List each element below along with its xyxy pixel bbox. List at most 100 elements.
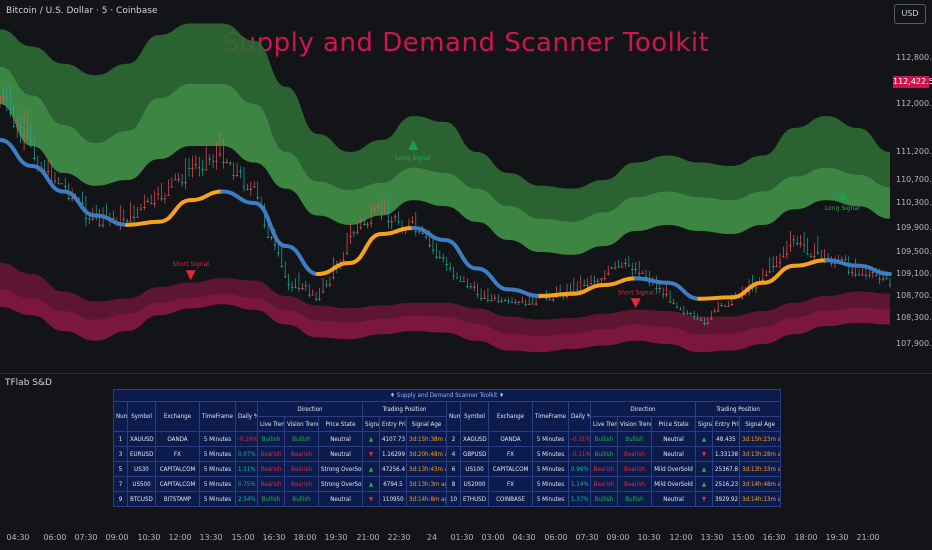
row-vision-trend: Bearish bbox=[617, 476, 652, 492]
candle-body bbox=[868, 274, 871, 276]
row-price-state: Strong OverSold bbox=[318, 461, 363, 477]
row-signal-age: 3d:13h:3m ago bbox=[406, 476, 447, 492]
candle-body bbox=[716, 310, 720, 312]
pane-divider[interactable] bbox=[0, 373, 932, 374]
candle-body bbox=[70, 198, 74, 199]
candle-body bbox=[682, 312, 686, 314]
trend-line-segment bbox=[443, 238, 479, 271]
time-axis-label: 13:30 bbox=[199, 533, 223, 542]
candle-body bbox=[514, 301, 517, 303]
row-entry-price: 25367.8 bbox=[712, 461, 740, 477]
price-chart[interactable]: Short Signal Long Signal Short Signal Long … bbox=[0, 0, 932, 372]
trend-line-segment bbox=[506, 287, 543, 298]
row-symbol: US2000 bbox=[460, 476, 489, 492]
candle-body bbox=[33, 157, 36, 159]
candle-body bbox=[672, 303, 675, 305]
row-signal-age: 3d:15h:23m ago bbox=[738, 431, 782, 447]
candle-body bbox=[380, 212, 383, 213]
row-price-state: Neutral bbox=[651, 431, 696, 447]
trend-line-segment bbox=[188, 189, 225, 203]
candle-body bbox=[373, 209, 376, 211]
row-symbol: XAGUSD bbox=[460, 431, 489, 447]
candle-body bbox=[294, 286, 297, 288]
candle-body bbox=[483, 298, 486, 299]
trend-line-segment bbox=[570, 283, 606, 296]
candle-body bbox=[490, 300, 493, 301]
candle-body bbox=[486, 300, 490, 301]
price-axis-label: 111,200.00 bbox=[896, 147, 932, 156]
currency-selector[interactable]: USD bbox=[894, 4, 926, 24]
candle-body bbox=[675, 307, 679, 308]
candle-body bbox=[610, 267, 613, 269]
time-axis-label: 06:00 bbox=[544, 533, 568, 542]
candle-body bbox=[727, 306, 730, 307]
row-price-state: Neutral bbox=[651, 491, 696, 507]
candle-body bbox=[796, 243, 799, 245]
time-axis-label: 15:00 bbox=[231, 533, 255, 542]
row-exchange: FX bbox=[155, 446, 200, 462]
row-signal-age: 3d:13h:33m ago bbox=[738, 461, 782, 477]
indicator-pane-title[interactable]: TFlab S&D bbox=[5, 378, 52, 388]
long-signal-arrow bbox=[408, 140, 419, 150]
row-symbol: ETHUSD bbox=[460, 491, 489, 507]
candle-body bbox=[469, 286, 472, 288]
row-daily-change: -0.29% bbox=[235, 431, 258, 447]
candle-body bbox=[476, 294, 479, 296]
scanner-group-header-row: NumSymbolExchangeTimeFrameDaily %Directi… bbox=[113, 401, 782, 432]
candle-body bbox=[847, 271, 850, 273]
time-axis-label: 12:00 bbox=[168, 533, 192, 542]
candle-body bbox=[411, 221, 414, 223]
time-axis-label: 18:00 bbox=[293, 533, 317, 542]
candle-body bbox=[662, 294, 665, 295]
row-vision-trend: Bullish bbox=[284, 491, 319, 507]
candle-body bbox=[0, 98, 2, 100]
candle-body bbox=[101, 224, 105, 226]
candle-body bbox=[689, 313, 692, 314]
time-axis-label: 13:30 bbox=[700, 533, 724, 542]
candle-body bbox=[479, 298, 483, 299]
candle-body bbox=[531, 303, 534, 305]
trend-line-segment bbox=[538, 291, 575, 298]
candle-body bbox=[778, 262, 782, 264]
candle-body bbox=[359, 227, 363, 229]
candle-body bbox=[747, 291, 751, 293]
row-entry-price: 1.16299 bbox=[379, 446, 407, 462]
trend-line-segment bbox=[61, 189, 98, 218]
supply-zone-inner bbox=[0, 263, 890, 336]
candle-body bbox=[421, 233, 424, 234]
price-axis-label: 112,000.00 bbox=[896, 99, 932, 108]
candle-body bbox=[180, 182, 184, 184]
candle-body bbox=[208, 158, 211, 160]
candle-body bbox=[352, 232, 356, 234]
candle-body bbox=[438, 257, 442, 258]
candle-body bbox=[431, 249, 435, 251]
column-header: Num bbox=[113, 401, 128, 432]
scanner-title: ♦ Supply and Demand Scanner Toolkit ♦ bbox=[112, 389, 782, 402]
trading-position-header: Trading Position bbox=[362, 401, 447, 417]
trend-line-segment bbox=[29, 164, 66, 194]
scanner-table: ♦ Supply and Demand Scanner Toolkit ♦Num… bbox=[112, 389, 782, 507]
row-price-state: Mild OverSold bbox=[651, 476, 696, 492]
row-symbol: XAUUSD bbox=[127, 431, 156, 447]
row-signal: ▲ bbox=[695, 431, 713, 447]
row-num: 5 bbox=[113, 461, 128, 477]
candle-body bbox=[67, 198, 70, 199]
candle-body bbox=[789, 245, 792, 247]
candle-body bbox=[534, 303, 538, 305]
candle-body bbox=[15, 126, 19, 128]
time-axis-label: 21:00 bbox=[856, 533, 880, 542]
candle-body bbox=[521, 301, 524, 303]
price-axis-label: 112,800.00 bbox=[896, 53, 932, 62]
candle-body bbox=[174, 179, 177, 181]
time-axis-label: 15:00 bbox=[731, 533, 755, 542]
row-symbol: GBPUSD bbox=[460, 446, 489, 462]
row-signal-age: 3d:13h:43m ago bbox=[406, 461, 447, 477]
candle-body bbox=[500, 301, 503, 303]
row-signal: ▼ bbox=[362, 446, 380, 462]
candle-body bbox=[22, 134, 26, 136]
candle-body bbox=[270, 237, 273, 238]
trend-line-segment bbox=[824, 258, 861, 268]
signals-layer: Short Signal Long Signal Short Signal Long … bbox=[172, 140, 860, 309]
candle-body bbox=[88, 218, 91, 220]
candle-body bbox=[84, 218, 88, 220]
